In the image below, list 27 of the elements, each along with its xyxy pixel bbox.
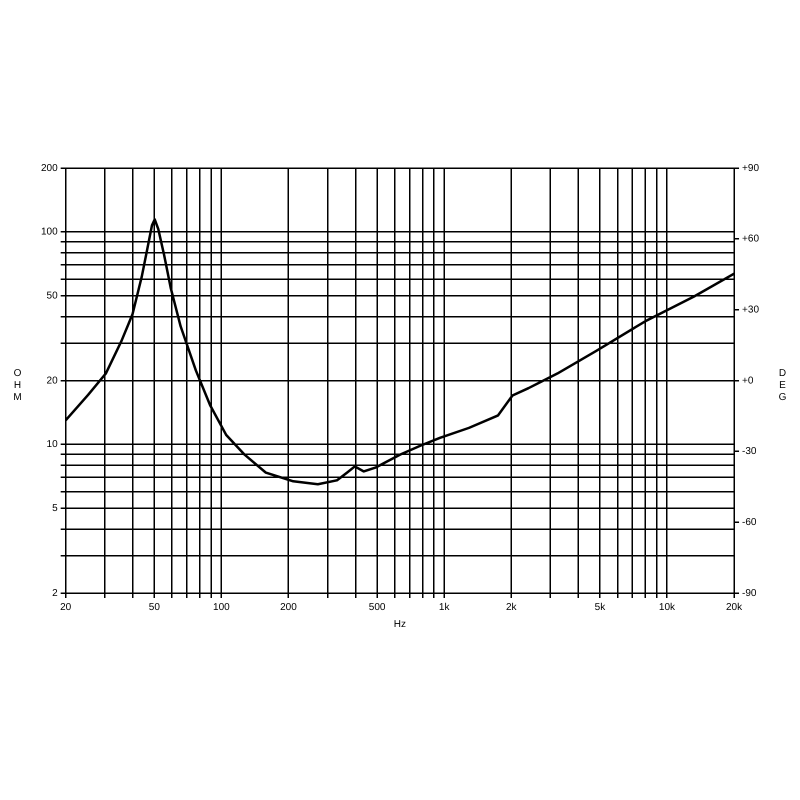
y-tick-label: 100 xyxy=(40,226,58,238)
x-tick-label: 500 xyxy=(368,602,386,613)
y2-tick-label: -30 xyxy=(742,446,757,458)
x-tick-label: 20 xyxy=(60,602,72,613)
y2-tick-label: +60 xyxy=(742,234,760,245)
x-axis-title: Hz xyxy=(394,618,406,630)
y-axis-title: OHM xyxy=(12,368,23,404)
y2-tick-label: +90 xyxy=(742,162,760,174)
y-tick-label: 10 xyxy=(46,439,58,450)
y2-tick-label: -90 xyxy=(742,588,757,599)
y-tick-label: 200 xyxy=(40,162,58,174)
x-tick-label: 50 xyxy=(148,602,160,613)
x-tick-label: 2k xyxy=(506,602,518,613)
x-tick-label: 20k xyxy=(726,602,744,613)
x-tick-label: 1k xyxy=(438,602,450,613)
y-tick-label: 5 xyxy=(52,503,58,514)
x-tick-label: 5k xyxy=(594,602,606,613)
x-tick-label: 200 xyxy=(280,602,298,613)
x-tick-label: 100 xyxy=(213,602,230,613)
y-tick-label: 20 xyxy=(46,375,58,386)
x-tick-label: 10k xyxy=(658,602,676,613)
y2-axis-title: DEG xyxy=(777,368,788,404)
y-tick-label: 2 xyxy=(52,588,58,599)
y-tick-label: 50 xyxy=(46,290,58,302)
y2-tick-label: +0 xyxy=(742,375,754,386)
y2-tick-label: +30 xyxy=(742,304,760,316)
y2-tick-label: -60 xyxy=(742,516,757,528)
